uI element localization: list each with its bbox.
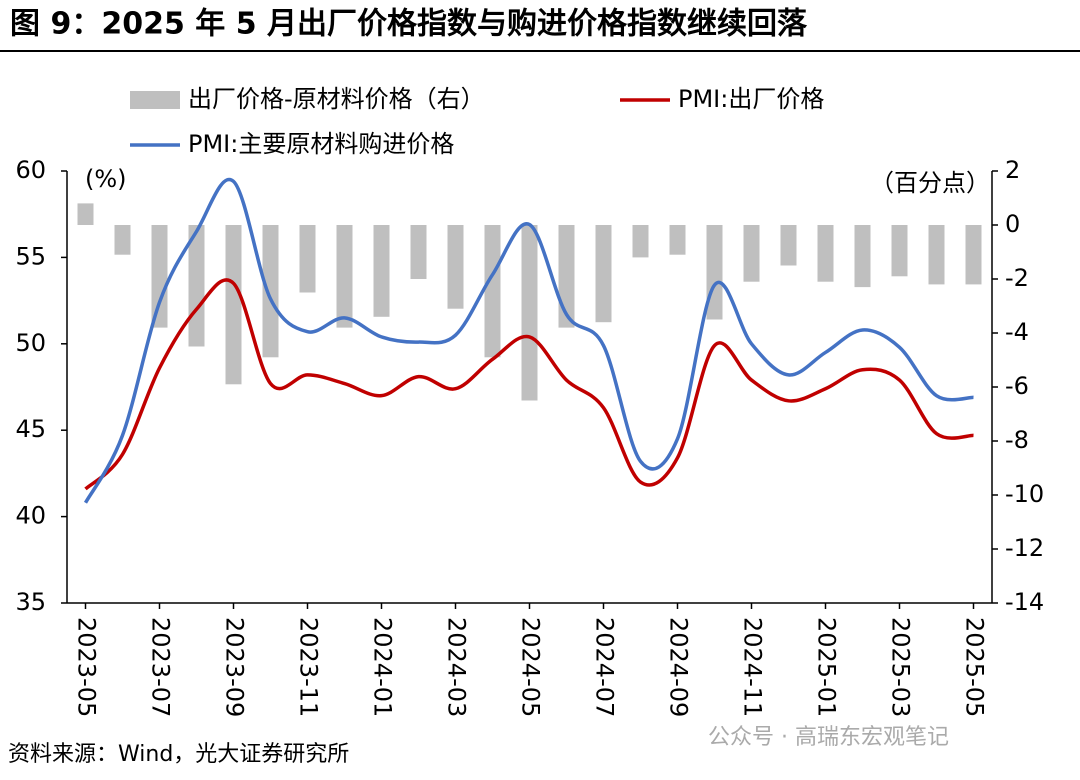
bar bbox=[299, 225, 316, 293]
x-tick-label: 2025-03 bbox=[887, 617, 915, 717]
bar bbox=[447, 225, 464, 309]
line bbox=[84, 278, 974, 491]
bar bbox=[151, 225, 168, 328]
y-unit: (%) bbox=[85, 165, 127, 193]
y-tick-label: 60 bbox=[15, 156, 46, 184]
y-tick-label: 35 bbox=[15, 588, 46, 616]
bar bbox=[114, 225, 131, 255]
bar bbox=[632, 225, 649, 258]
y2-tick-label: 2 bbox=[1005, 156, 1020, 184]
y2-tick-label: 0 bbox=[1005, 210, 1020, 238]
legend-label: PMI:出厂价格 bbox=[678, 85, 824, 113]
chart-title: 图 9：2025 年 5 月出厂价格指数与购进价格指数继续回落 bbox=[10, 7, 808, 42]
x-tick-label: 2023-07 bbox=[147, 617, 175, 717]
x-tick-label: 2024-07 bbox=[591, 617, 619, 717]
bar bbox=[928, 225, 945, 285]
y2-tick-label: -4 bbox=[1005, 318, 1029, 346]
bar bbox=[336, 225, 353, 328]
bar bbox=[854, 225, 871, 288]
y2-tick-label: -14 bbox=[1005, 588, 1044, 616]
bar bbox=[706, 225, 723, 320]
bar bbox=[225, 225, 242, 385]
bar bbox=[410, 225, 427, 279]
x-tick-label: 2024-05 bbox=[517, 617, 545, 717]
x-tick-label: 2023-09 bbox=[221, 617, 249, 717]
bar bbox=[891, 225, 908, 277]
y2-tick-label: -6 bbox=[1005, 372, 1029, 400]
x-tick-label: 2023-05 bbox=[73, 617, 101, 717]
line bbox=[83, 177, 974, 504]
x-tick-label: 2024-03 bbox=[443, 617, 471, 717]
bar bbox=[817, 225, 834, 282]
y-tick-label: 50 bbox=[15, 329, 46, 357]
bar bbox=[262, 225, 279, 358]
bar bbox=[669, 225, 686, 255]
bar bbox=[965, 225, 982, 285]
y2-tick-label: -8 bbox=[1005, 426, 1029, 454]
bar bbox=[743, 225, 760, 282]
x-tick-label: 2024-01 bbox=[369, 617, 397, 717]
legend-label: 出厂价格-原材料价格（右） bbox=[188, 85, 485, 113]
watermark: 公众号 · 高瑞东宏观笔记 bbox=[708, 725, 949, 750]
bar bbox=[77, 203, 94, 225]
bar bbox=[595, 225, 612, 323]
source: 资料来源：Wind，光大证券研究所 bbox=[8, 742, 349, 767]
y2-tick-label: -10 bbox=[1005, 480, 1044, 508]
y-tick-label: 40 bbox=[15, 502, 46, 530]
y2-tick-label: -12 bbox=[1005, 534, 1044, 562]
bar bbox=[780, 225, 797, 266]
x-tick-label: 2025-05 bbox=[961, 617, 989, 717]
y-tick-label: 55 bbox=[15, 242, 46, 270]
x-tick-label: 2023-11 bbox=[295, 617, 323, 717]
bar bbox=[521, 225, 538, 401]
y-tick-label: 45 bbox=[15, 415, 46, 443]
y2-tick-label: -2 bbox=[1005, 264, 1029, 292]
x-tick-label: 2024-11 bbox=[739, 617, 767, 717]
x-tick-label: 2024-09 bbox=[665, 617, 693, 717]
legend-label: PMI:主要原材料购进价格 bbox=[188, 130, 454, 158]
legend-swatch bbox=[130, 91, 180, 109]
bar bbox=[484, 225, 501, 358]
y2-unit: （百分点） bbox=[870, 169, 990, 197]
bar bbox=[373, 225, 390, 317]
x-tick-label: 2025-01 bbox=[813, 617, 841, 717]
